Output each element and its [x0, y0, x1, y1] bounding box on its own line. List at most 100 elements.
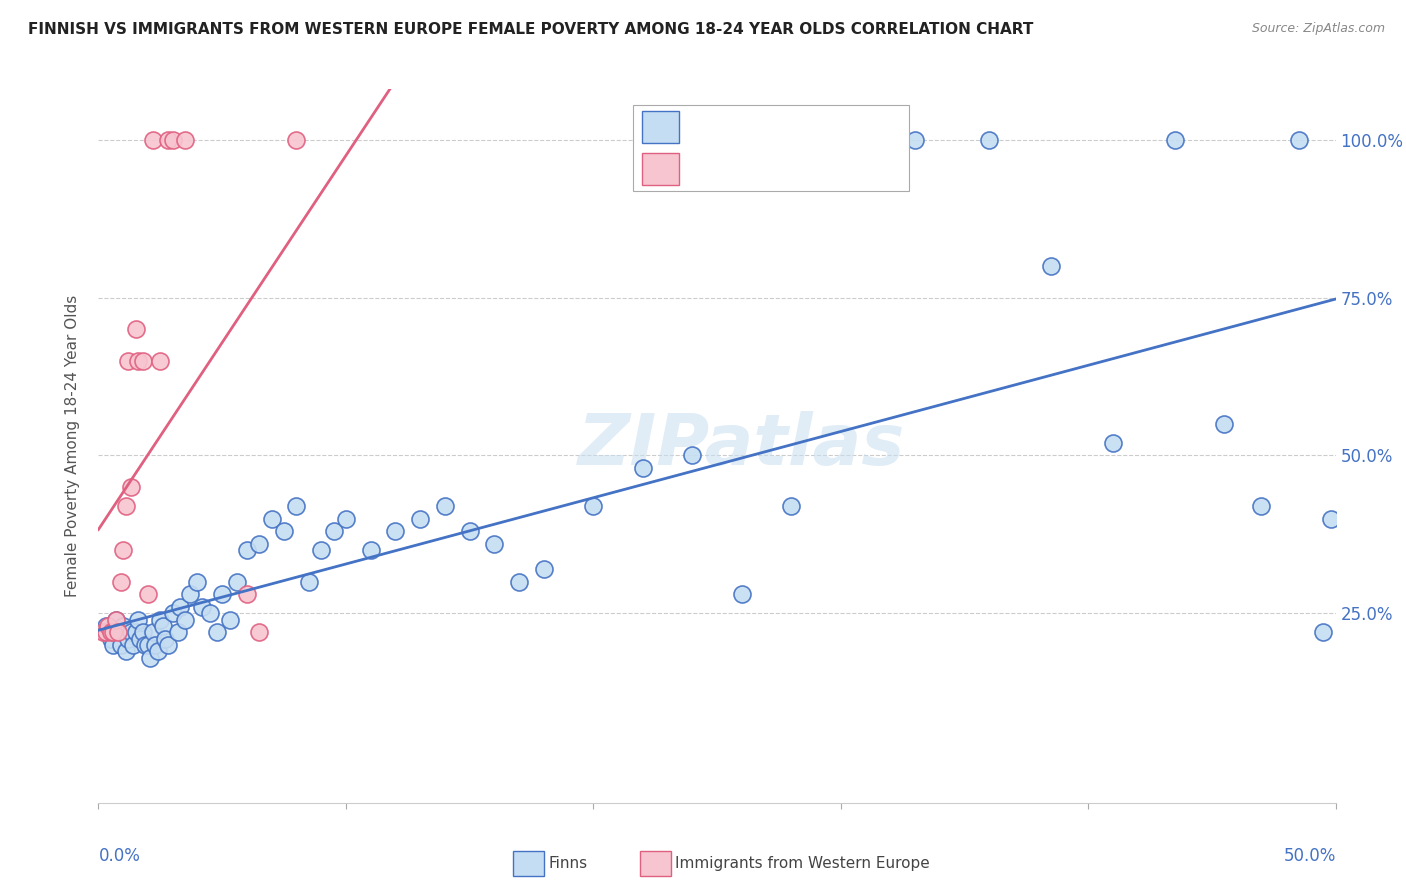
FancyBboxPatch shape	[641, 153, 679, 185]
Point	[218, 613, 240, 627]
Point	[731, 587, 754, 601]
Point	[112, 619, 135, 633]
Point	[162, 607, 184, 621]
Point	[179, 587, 201, 601]
Point	[100, 625, 122, 640]
Point	[122, 638, 145, 652]
Text: 0.401: 0.401	[733, 120, 780, 134]
Text: R =: R =	[690, 120, 723, 134]
Point	[247, 537, 270, 551]
Point	[127, 613, 149, 627]
Point	[1213, 417, 1236, 431]
Point	[94, 625, 117, 640]
Point	[136, 638, 159, 652]
Point	[103, 625, 125, 640]
Y-axis label: Female Poverty Among 18-24 Year Olds: Female Poverty Among 18-24 Year Olds	[65, 295, 80, 597]
Point	[149, 353, 172, 368]
Point	[979, 133, 1001, 147]
Point	[681, 449, 703, 463]
Point	[114, 499, 136, 513]
Point	[458, 524, 481, 539]
Point	[155, 632, 177, 646]
Point	[156, 638, 179, 652]
Point	[114, 644, 136, 658]
Point	[139, 650, 162, 665]
Point	[1288, 133, 1310, 147]
Point	[136, 587, 159, 601]
Point	[335, 511, 357, 525]
Point	[103, 638, 125, 652]
Text: Source: ZipAtlas.com: Source: ZipAtlas.com	[1251, 22, 1385, 36]
Point	[285, 133, 308, 147]
Text: N =: N =	[807, 161, 841, 176]
Text: 71: 71	[849, 120, 870, 134]
Point	[260, 511, 283, 525]
Point	[904, 133, 927, 147]
Point	[205, 625, 228, 640]
Point	[433, 499, 456, 513]
Point	[236, 587, 259, 601]
Point	[1040, 259, 1063, 273]
Point	[1164, 133, 1187, 147]
Point	[124, 625, 146, 640]
Text: 24: 24	[849, 161, 870, 176]
Point	[143, 638, 166, 652]
Point	[1102, 435, 1125, 450]
Point	[508, 574, 530, 589]
Point	[309, 543, 332, 558]
Point	[117, 632, 139, 646]
Text: R =: R =	[690, 161, 723, 176]
Text: Finns: Finns	[548, 856, 588, 871]
Point	[409, 511, 432, 525]
Point	[298, 574, 321, 589]
Point	[110, 574, 132, 589]
Point	[132, 625, 155, 640]
Point	[94, 619, 117, 633]
Point	[107, 625, 129, 640]
Text: 50.0%: 50.0%	[1284, 847, 1336, 865]
Point	[162, 133, 184, 147]
Point	[129, 632, 152, 646]
Point	[631, 461, 654, 475]
Point	[97, 619, 120, 633]
Point	[226, 574, 249, 589]
Point	[100, 632, 122, 646]
Point	[484, 537, 506, 551]
Point	[322, 524, 344, 539]
Point	[132, 353, 155, 368]
Point	[198, 607, 221, 621]
Point	[236, 543, 259, 558]
Point	[146, 644, 169, 658]
FancyBboxPatch shape	[633, 105, 910, 191]
Point	[780, 499, 803, 513]
Point	[211, 587, 233, 601]
Point	[117, 353, 139, 368]
Point	[1319, 511, 1341, 525]
Text: 0.639: 0.639	[733, 161, 782, 176]
Point	[855, 133, 877, 147]
Point	[156, 133, 179, 147]
Point	[191, 600, 214, 615]
FancyBboxPatch shape	[641, 112, 679, 143]
Point	[93, 625, 115, 640]
Text: Immigrants from Western Europe: Immigrants from Western Europe	[675, 856, 929, 871]
Text: FINNISH VS IMMIGRANTS FROM WESTERN EUROPE FEMALE POVERTY AMONG 18-24 YEAR OLDS C: FINNISH VS IMMIGRANTS FROM WESTERN EUROP…	[28, 22, 1033, 37]
Point	[1312, 625, 1334, 640]
Point	[360, 543, 382, 558]
Point	[110, 638, 132, 652]
Point	[169, 600, 191, 615]
Point	[124, 322, 146, 336]
Point	[174, 133, 197, 147]
Point	[384, 524, 406, 539]
Point	[285, 499, 308, 513]
Point	[104, 613, 127, 627]
Point	[134, 638, 156, 652]
Point	[142, 625, 165, 640]
Point	[149, 613, 172, 627]
Text: 0.0%: 0.0%	[98, 847, 141, 865]
Point	[533, 562, 555, 576]
Point	[127, 353, 149, 368]
Text: ZIPatlas: ZIPatlas	[578, 411, 905, 481]
Text: N =: N =	[807, 120, 841, 134]
Point	[166, 625, 188, 640]
